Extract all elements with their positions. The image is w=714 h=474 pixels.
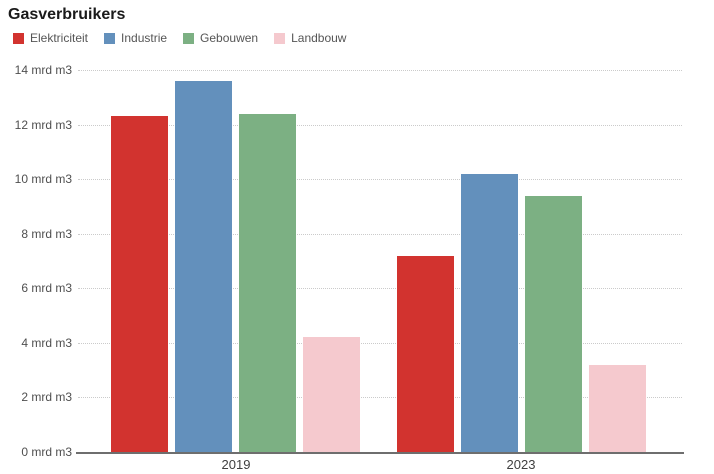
y-axis-tick-label: 8 mrd m3 [21, 226, 72, 241]
gridline [78, 70, 682, 71]
y-axis-tick-label: 14 mrd m3 [14, 63, 72, 77]
bar-2019-industrie[interactable] [175, 80, 232, 452]
bar-2019-landbouw[interactable] [303, 337, 360, 452]
x-axis-line [76, 452, 684, 454]
gridline [78, 124, 682, 126]
y-axis-tick-label: 0 mrd m3 [21, 445, 72, 459]
bar-2023-gebouwen[interactable] [525, 195, 582, 452]
legend-swatch-elektriciteit [13, 32, 24, 44]
y-axis-tick-label: 4 mrd m3 [21, 335, 72, 350]
bar-2023-landbouw[interactable] [589, 364, 646, 452]
page-title: Gasverbruikers [8, 6, 126, 23]
legend: Elektriciteit Industrie Gebouwen Landbouw [13, 31, 346, 45]
gridline [78, 342, 682, 344]
gridline [78, 179, 682, 181]
y-axis-tick-label: 12 mrd m3 [14, 117, 72, 132]
legend-label: Elektriciteit [30, 31, 89, 45]
legend-label: Gebouwen [200, 31, 259, 45]
legend-item-industrie: Industrie [104, 31, 167, 45]
legend-item-landbouw: Landbouw [274, 31, 346, 45]
bar-2023-elektriciteit[interactable] [397, 255, 454, 452]
legend-swatch-industrie [104, 32, 116, 44]
legend-label: Industrie [121, 31, 168, 45]
y-axis-tick-label: 10 mrd m3 [14, 172, 72, 187]
x-axis-label-2019: 2019 [221, 457, 251, 472]
y-axis-tick-label: 6 mrd m3 [21, 281, 72, 296]
y-axis-tick-label: 2 mrd m3 [21, 390, 72, 405]
gridline [78, 288, 682, 290]
legend-label: Landbouw [291, 31, 347, 45]
gridline [78, 233, 682, 235]
x-axis-label-2023: 2023 [506, 457, 536, 472]
bar-2019-elektriciteit[interactable] [111, 116, 168, 452]
bar-2023-industrie[interactable] [461, 173, 518, 452]
legend-swatch-gebouwen [183, 32, 195, 44]
legend-item-gebouwen: Gebouwen [183, 31, 258, 45]
gridline [78, 397, 682, 399]
legend-item-elektriciteit: Elektriciteit [13, 31, 88, 45]
legend-swatch-landbouw [274, 32, 286, 44]
bar-2019-gebouwen[interactable] [239, 113, 296, 452]
